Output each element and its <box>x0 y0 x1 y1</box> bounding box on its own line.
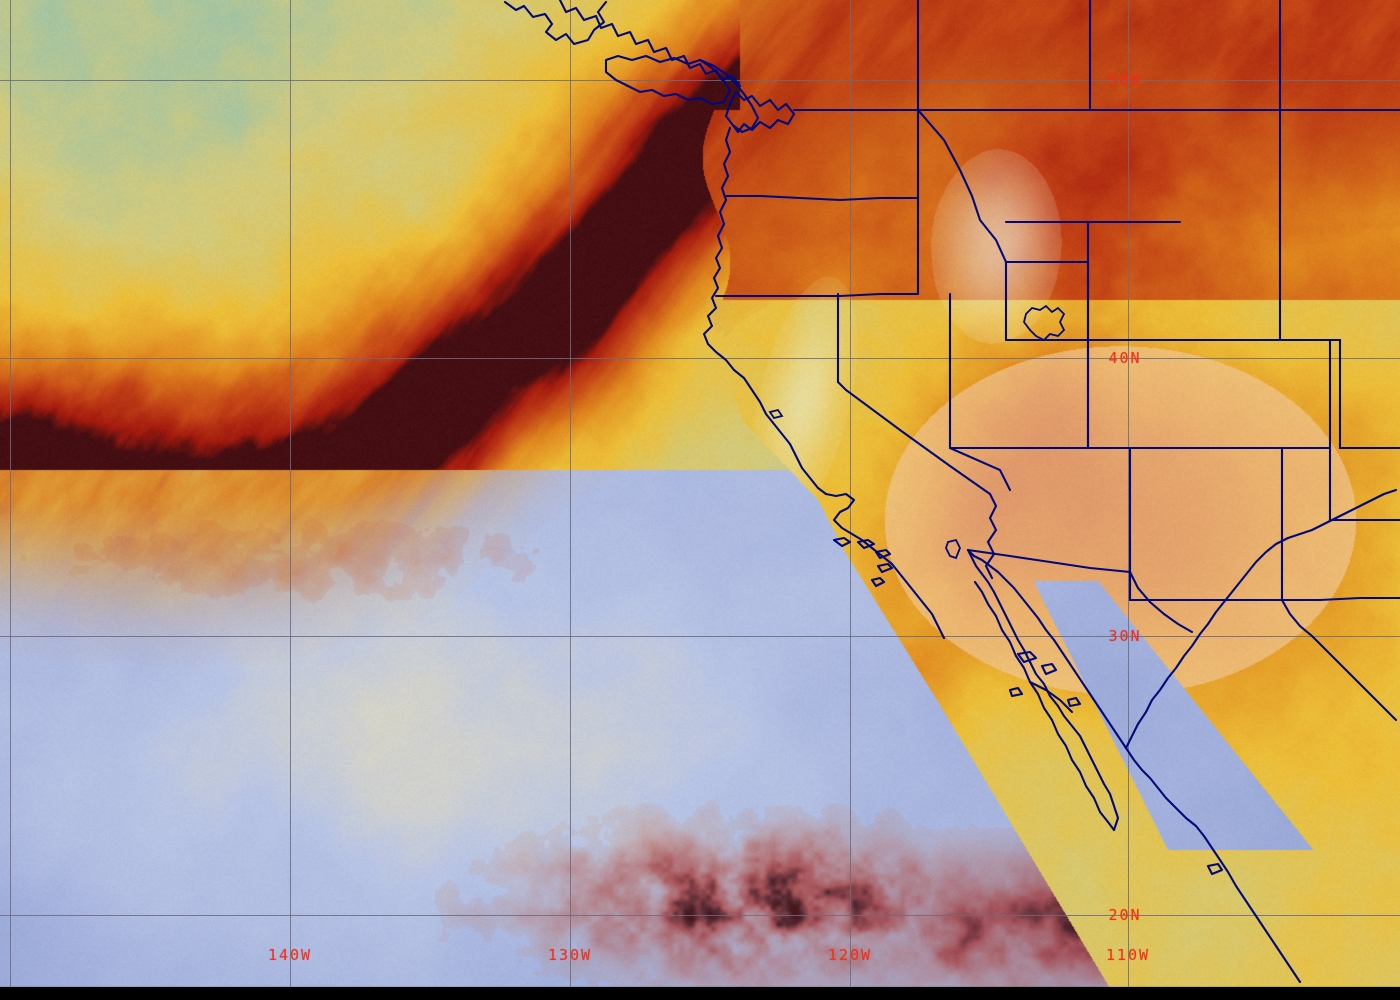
caption-bar: GOES-18 RGB DAY:R=C2 G=C7-14 B=C14 NIGHT… <box>0 987 1400 1000</box>
coastline-baja-north-gulf <box>966 548 1056 642</box>
salton-sea <box>945 538 961 560</box>
coastline-puget-sound <box>724 90 796 134</box>
coastline-georgia-strait <box>698 58 760 134</box>
border-rio-grande <box>1280 598 1398 722</box>
gridline-lon-130W <box>570 0 571 987</box>
border-nv-ut-north <box>1004 260 1090 342</box>
border-nv-az-diagonal <box>948 446 1012 492</box>
gridline-lon-120W <box>850 0 851 987</box>
border-ca-nv-diagonal <box>836 380 992 496</box>
coastline-vancouver-island <box>604 54 732 106</box>
border-us-mexico-california <box>966 548 1132 574</box>
coastline-baja-islands <box>1008 650 1082 708</box>
grid-label-20N: 20N <box>1108 906 1142 924</box>
grid-label-50N: 50N <box>1108 71 1142 89</box>
coastline-mexico-mainland <box>1124 746 1302 984</box>
gridline-lon-140W <box>290 0 291 987</box>
coastline-small-island-mexico <box>1206 862 1224 876</box>
border-tx-panhandle <box>1328 446 1400 522</box>
coastline-northern-california <box>702 276 828 496</box>
gridline-lon-extra-0 <box>10 0 11 987</box>
border-us-mexico-arizona <box>1128 570 1284 602</box>
border-id-mt <box>916 108 1008 264</box>
gridline-lat-40N <box>0 358 1400 359</box>
border-ne-ks-extra <box>1278 338 1400 450</box>
border-nm-tx-south <box>1280 596 1400 602</box>
grid-label-40N: 40N <box>1108 349 1142 367</box>
grid-label-30N: 30N <box>1108 627 1142 645</box>
border-or-ca-nv <box>714 292 920 298</box>
grid-label-140W: 140W <box>267 946 313 964</box>
grid-label-120W: 120W <box>827 946 873 964</box>
coastline-british-columbia <box>503 0 608 46</box>
border-baja-norte-sur <box>1028 680 1074 714</box>
lakes-group <box>768 304 1066 560</box>
coastline-channel-islands <box>832 536 894 588</box>
coastline-bc-inlets <box>558 0 742 88</box>
coastline-baja-east <box>966 548 1120 832</box>
coastline-gulf-california-east <box>1052 638 1128 750</box>
grid-label-130W: 130W <box>547 946 593 964</box>
border-wa-or <box>724 194 920 202</box>
gridline-lat-50N <box>0 80 1400 81</box>
border-mexico-states-north <box>1128 570 1194 634</box>
gridline-lat-30N <box>0 636 1400 637</box>
great-salt-lake <box>1023 304 1066 342</box>
grid-label-110W: 110W <box>1105 946 1151 964</box>
gridline-lat-20N <box>0 915 1400 916</box>
political-borders-group <box>714 0 1400 722</box>
coastline-baja-west <box>973 580 1116 832</box>
baja-mexico-coast-group <box>966 488 1398 984</box>
border-ca-az-colorado-river <box>984 492 998 580</box>
coastline-washington-oregon <box>712 126 732 280</box>
coastline-sonora-sinaloa <box>1124 488 1398 750</box>
gridline-lon-110W <box>1128 0 1129 987</box>
coastline-point-conception <box>824 492 946 640</box>
pacific-coastline-group <box>503 0 946 640</box>
clear-lake-california <box>768 408 784 420</box>
